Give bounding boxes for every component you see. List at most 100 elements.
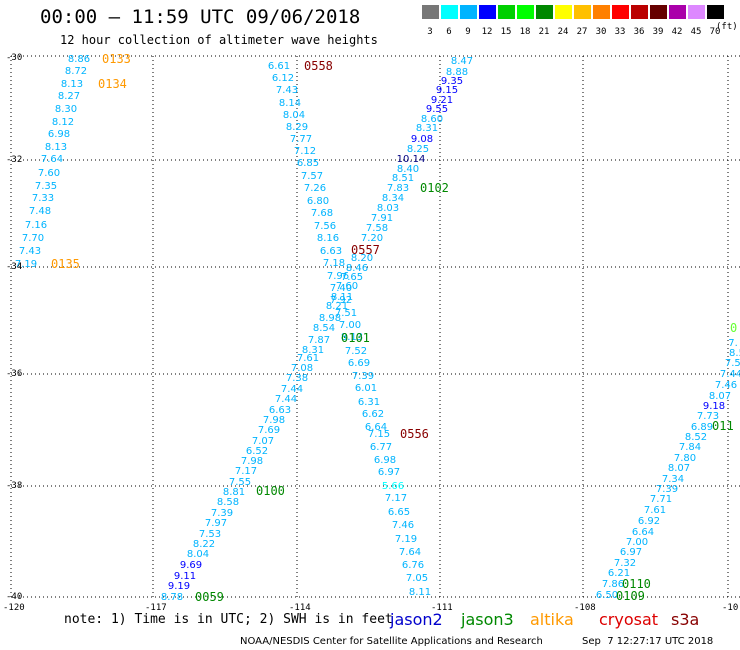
wave-height-value: 8.13	[341, 332, 363, 343]
wave-height-value: 6.92	[638, 516, 660, 527]
wave-height-value: 7.57	[301, 171, 323, 182]
wave-height-value: 7.34	[662, 474, 684, 485]
wave-height-value: 7.61	[297, 353, 319, 364]
wave-height-value: 7.46	[715, 380, 737, 391]
color-scale-label: 45	[690, 27, 702, 37]
wave-height-value: 8.88	[446, 67, 468, 78]
wave-height-value: 8.54	[313, 323, 335, 334]
wave-height-value: 6.64	[365, 422, 387, 433]
wave-height-value: 8.47	[451, 56, 473, 67]
wave-height-value: 8.13	[61, 79, 83, 90]
wave-height-value: 7.53	[199, 529, 221, 540]
wave-height-value: 8.52	[685, 432, 707, 443]
lat-label: -32	[6, 155, 23, 165]
wave-height-value: 7.58	[366, 223, 388, 234]
wave-height-value: 7.52	[725, 358, 740, 369]
color-scale-swatch	[612, 5, 629, 19]
lat-label: -38	[6, 481, 23, 491]
wave-height-value: 6.76	[402, 560, 424, 571]
wave-height-value: 8.04	[187, 549, 209, 560]
wave-height-value: 6.69	[348, 358, 370, 369]
wave-height-value: 7.64	[41, 154, 63, 165]
wave-height-value: 7.17	[235, 466, 257, 477]
wave-height-value: 9.19	[168, 581, 190, 592]
wave-height-value: 8.60	[421, 114, 443, 125]
color-scale-label: 9	[465, 27, 471, 37]
wave-height-value: 8.07	[709, 391, 731, 402]
wave-height-value: 8.5	[729, 348, 740, 359]
wave-height-value: 7.12	[294, 146, 316, 157]
wave-height-value: 8.22	[193, 539, 215, 550]
wave-height-value: 7.26	[304, 183, 326, 194]
lon-label: -114	[289, 603, 311, 613]
wave-height-value: 7.	[728, 338, 738, 349]
wave-height-value: 7.68	[311, 208, 333, 219]
color-scale-label: 39	[652, 27, 664, 37]
pass-time-label: 0558	[304, 59, 333, 73]
wave-height-value: 7.86	[602, 579, 624, 590]
wave-height-value: 9.11	[174, 571, 196, 582]
color-scale-label: 12	[481, 27, 493, 37]
color-scale-swatch	[593, 5, 610, 19]
lat-lon-grid	[10, 55, 740, 600]
wave-height-value: 7.98	[263, 415, 285, 426]
wave-height-value: 6.85	[297, 158, 319, 169]
wave-height-value: 8.04	[283, 110, 305, 121]
wave-height-value: 7.19	[15, 259, 37, 270]
wave-height-value: 8.51	[392, 173, 414, 184]
generated-timestamp: Sep 7 12:27:17 UTC 2018	[582, 636, 714, 647]
credit-line: NOAA/NESDIS Center for Satellite Applica…	[240, 636, 543, 647]
footer-note: note: 1) Time is in UTC; 2) SWH is in fe…	[64, 612, 393, 627]
wave-height-value: 6.31	[358, 397, 380, 408]
wave-height-value: 7.39	[352, 371, 374, 382]
color-scale-swatch	[441, 5, 458, 19]
wave-height-value: 8.14	[279, 98, 301, 109]
observation-values: 8.868.728.138.278.308.126.988.137.647.60…	[15, 54, 740, 603]
color-scale-swatch	[460, 5, 477, 19]
wave-height-value: 8.58	[217, 497, 239, 508]
wave-height-value: 7.43	[19, 246, 41, 257]
wave-height-value: 8.98	[319, 313, 341, 324]
wave-height-value: 6.62	[362, 409, 384, 420]
color-scale-swatch	[422, 5, 439, 19]
pass-time-label: 0100	[256, 484, 285, 498]
color-scale-label: 3	[427, 27, 433, 37]
wave-height-value: 6.98	[374, 455, 396, 466]
wave-height-value: 6.80	[307, 196, 329, 207]
wave-height-value: 7.77	[290, 134, 312, 145]
color-scale-label: 18	[519, 27, 531, 37]
wave-height-value: 7.44	[281, 384, 303, 395]
wave-height-value: 7.33	[32, 193, 54, 204]
wave-height-value: 7.39	[656, 484, 678, 495]
wave-height-value: 6.97	[378, 467, 400, 478]
color-scale-label: 6	[446, 27, 452, 37]
wave-height-value: 8.31	[302, 345, 324, 356]
pass-time-label: 0133	[102, 52, 131, 66]
wave-height-value: 10.14	[397, 154, 426, 165]
wave-height-value: 5.66	[382, 481, 404, 492]
color-scale-swatch	[707, 5, 724, 19]
wave-height-value: 9.08	[411, 134, 433, 145]
wave-height-value: 8.30	[55, 104, 77, 115]
wave-height-value: 7.05	[406, 573, 428, 584]
lon-label: -120	[3, 603, 25, 613]
wave-height-value: 7.07	[252, 436, 274, 447]
wave-height-value: 7.17	[385, 493, 407, 504]
wave-height-value: 8.20	[351, 253, 373, 264]
color-scale-label: 33	[614, 27, 626, 37]
wave-height-value: 7.56	[314, 221, 336, 232]
wave-height-value: 7.80	[674, 453, 696, 464]
wave-height-value: 8.29	[286, 122, 308, 133]
pass-time-label: 0101	[341, 331, 370, 345]
lat-label: -40	[6, 592, 23, 602]
wave-height-value: 7.38	[286, 373, 308, 384]
wave-height-value: 6.01	[355, 383, 377, 394]
wave-height-value: 7.60	[336, 281, 358, 292]
color-scale-swatch	[688, 5, 705, 19]
color-scale-unit: (ft)	[716, 22, 738, 32]
wave-height-value: 6.12	[272, 73, 294, 84]
wave-height-value: 7.16	[25, 220, 47, 231]
wave-height-value: 7.46	[392, 520, 414, 531]
wave-height-value: 8.46	[346, 263, 368, 274]
